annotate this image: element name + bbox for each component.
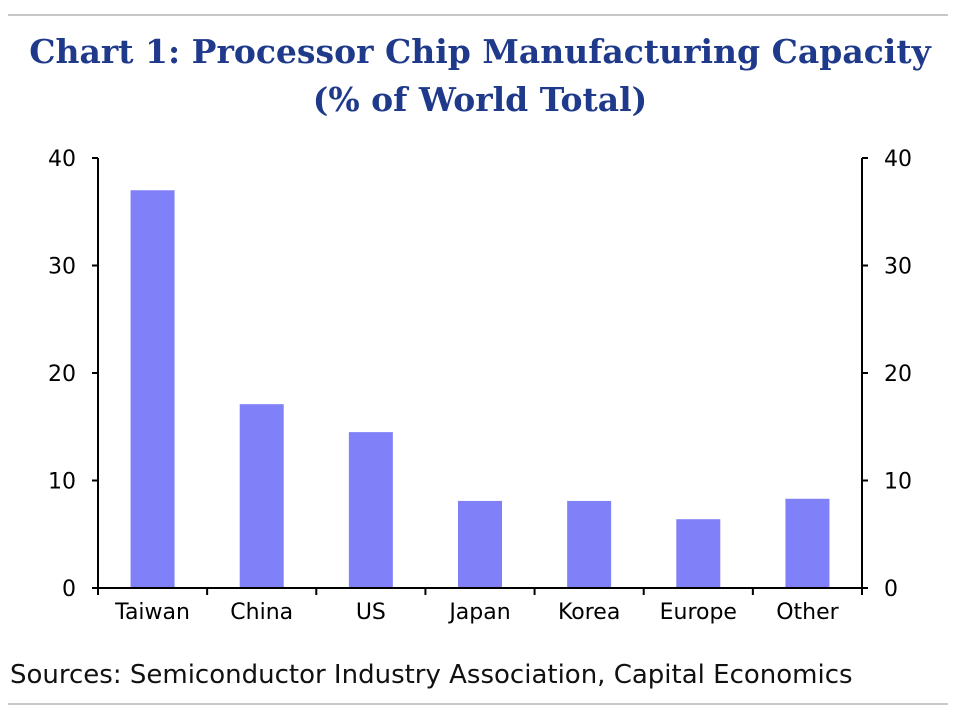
bottom-rule	[8, 703, 948, 705]
source-note: Sources: Semiconductor Industry Associat…	[10, 660, 853, 690]
bar-europe	[676, 519, 721, 588]
y-tick-label-left: 20	[48, 362, 76, 387]
y-tick-label-right: 20	[884, 362, 912, 387]
x-tick-label: China	[230, 600, 293, 625]
x-tick-label: Japan	[447, 600, 510, 625]
chart-title-line1: Chart 1: Processor Chip Manufacturing Ca…	[29, 32, 931, 71]
bar-taiwan	[130, 190, 175, 588]
bar-other	[785, 498, 830, 588]
x-tick-label: US	[356, 600, 386, 625]
y-tick-label-right: 40	[884, 147, 912, 172]
y-tick-label-left: 30	[48, 255, 76, 280]
top-rule	[8, 14, 948, 16]
bar-japan	[458, 500, 502, 588]
x-tick-label: Europe	[660, 600, 737, 625]
x-tick-label: Korea	[558, 600, 620, 625]
y-tick-label-right: 10	[884, 470, 912, 495]
x-tick-label: Other	[776, 600, 839, 625]
bar-us	[348, 432, 393, 588]
y-tick-label-right: 0	[884, 577, 898, 602]
y-tick-label-left: 10	[48, 470, 76, 495]
y-tick-label-right: 30	[884, 255, 912, 280]
bar-korea	[567, 500, 612, 588]
bar-china	[239, 404, 284, 588]
y-tick-label-left: 0	[62, 577, 76, 602]
x-tick-label: Taiwan	[114, 600, 190, 625]
chart-title-line2: (% of World Total)	[312, 80, 648, 119]
y-tick-label-left: 40	[48, 147, 76, 172]
